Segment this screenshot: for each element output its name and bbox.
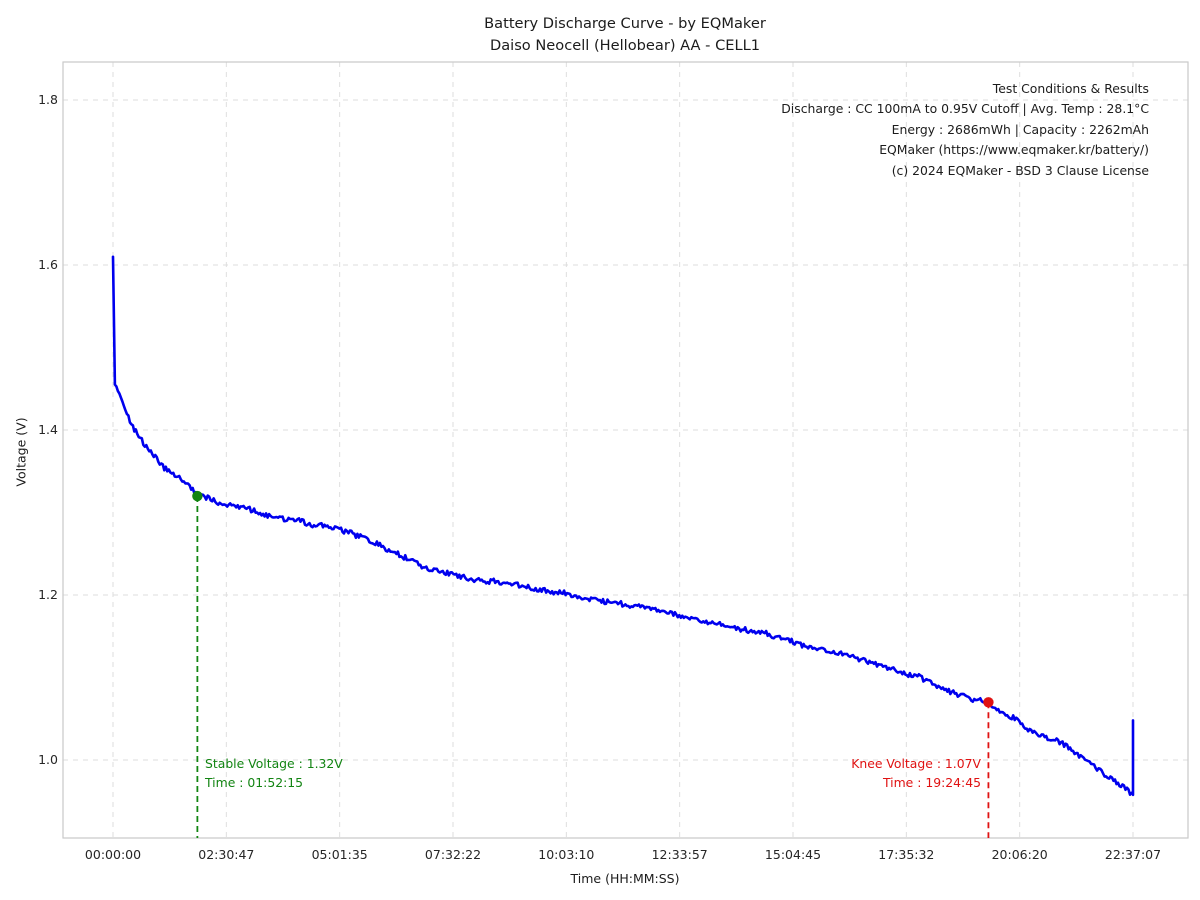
x-tick-label: 20:06:20 bbox=[991, 847, 1048, 862]
knee-voltage-label: Knee Voltage : 1.07V bbox=[851, 756, 981, 771]
x-tick-label: 12:33:57 bbox=[651, 847, 708, 862]
x-tick-label: 22:37:07 bbox=[1104, 847, 1162, 862]
stable-voltage-time: Time : 01:52:15 bbox=[205, 775, 304, 791]
notes-eqmaker-url: EQMaker (https://www.eqmaker.kr/battery/… bbox=[879, 142, 1149, 158]
notes-heading: Test Conditions & Results bbox=[992, 81, 1149, 96]
y-tick-label: 1.4 bbox=[38, 422, 58, 438]
x-tick-label: 05:01:35 bbox=[311, 847, 368, 862]
chart-title-block: Battery Discharge Curve - by EQMaker Dai… bbox=[484, 13, 766, 57]
notes-license-line: (c) 2024 EQMaker - BSD 3 Clause License bbox=[891, 162, 1149, 178]
x-tick-label: 15:04:45 bbox=[764, 847, 822, 862]
stable-voltage-marker bbox=[192, 490, 203, 502]
plot-border bbox=[62, 61, 1189, 839]
y-tick-label: 1.6 bbox=[38, 257, 58, 273]
notes-discharge-line: Discharge : CC 100mA to 0.95V Cutoff | A… bbox=[781, 101, 1149, 117]
stable-voltage-annotation: Stable Voltage : 1.32V Time : 01:52:15 bbox=[205, 754, 343, 792]
chart-subtitle: Daiso Neocell (Hellobear) AA - CELL1 bbox=[489, 37, 761, 54]
x-tick-label: 17:35:32 bbox=[878, 847, 935, 862]
x-axis-label: Time (HH:MM:SS) bbox=[570, 871, 680, 886]
stable-voltage-label: Stable Voltage : 1.32V bbox=[205, 756, 343, 771]
knee-voltage-annotation: Knee Voltage : 1.07V Time : 19:24:45 bbox=[851, 754, 981, 792]
knee-voltage-marker bbox=[983, 697, 994, 708]
notes-energy-line: Energy : 2686mWh | Capacity : 2262mAh bbox=[891, 121, 1149, 137]
x-tick-label: 10:03:10 bbox=[538, 847, 595, 862]
knee-voltage-time: Time : 19:24:45 bbox=[882, 775, 981, 791]
y-tick-label: 1.2 bbox=[38, 587, 58, 603]
x-tick-label: 00:00:00 bbox=[84, 847, 142, 862]
discharge-curve bbox=[111, 255, 1135, 796]
y-tick-label: 1.8 bbox=[38, 92, 58, 108]
y-tick-label: 1.0 bbox=[38, 752, 58, 768]
x-tick-label: 02:30:47 bbox=[198, 847, 255, 862]
chart-title: Battery Discharge Curve - by EQMaker bbox=[484, 15, 766, 32]
x-tick-label: 07:32:22 bbox=[424, 847, 482, 862]
test-conditions-block: Test Conditions & Results Discharge : CC… bbox=[781, 79, 1149, 181]
